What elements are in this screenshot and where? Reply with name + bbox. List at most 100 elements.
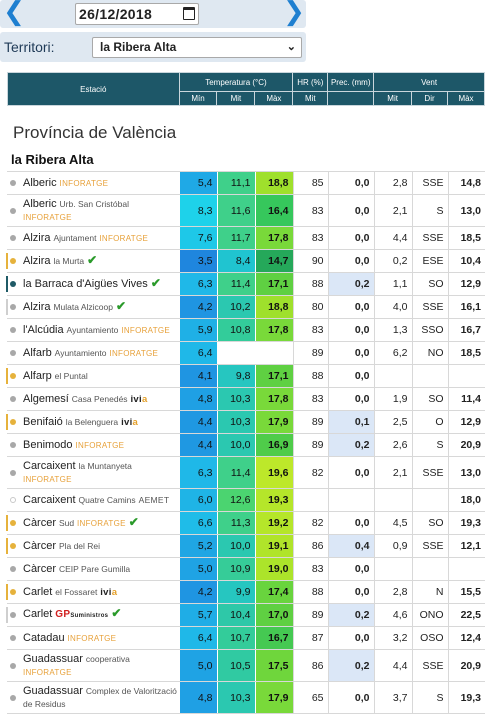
station-name[interactable]: Alfarb (23, 346, 52, 359)
station-name[interactable]: Carlet (23, 608, 53, 620)
date-navigator: ❮ 26/12/2018 ❯ (0, 0, 306, 28)
station-name[interactable]: Benifaió (23, 415, 63, 428)
temp-mit-cell: 9,9 (216, 580, 255, 604)
station-cell[interactable]: Guadassuar Complex de Valorització de Re… (7, 681, 179, 714)
wind-dir-cell: SSE (411, 295, 448, 319)
station-name[interactable]: Càrcer (23, 517, 57, 529)
wind-max-cell: 16,1 (447, 295, 485, 319)
station-cell[interactable]: Alfarb Ayuntamiento INFORATGE (7, 341, 179, 365)
station-cell[interactable]: Benimodo INFORATGE (7, 433, 179, 457)
hr-cell: 86 (292, 649, 328, 682)
header-vent[interactable]: Vent (373, 72, 485, 92)
temp-min-cell: 8,3 (178, 194, 217, 227)
station-name[interactable]: l'Alcúdia (23, 323, 64, 336)
network-logo-inforatge: INFORATGE (67, 633, 117, 643)
hr-cell: 82 (292, 456, 328, 489)
header-vent-mit[interactable]: Mit (373, 91, 413, 106)
station-name[interactable]: Càrcer (23, 539, 57, 552)
table-row: Carcaixent Quatre Camins AEMET 6,0 12,6 19,… (7, 488, 485, 512)
check-icon: ✔ (115, 299, 127, 313)
chevron-left-icon[interactable]: ❮ (3, 0, 25, 27)
table-row: Alzira Ajuntament INFORATGE 7,6 11,7 17,8 83… (7, 226, 485, 250)
wind-max-cell: 22,5 (447, 603, 485, 627)
station-cell[interactable]: Alzira la Murta ✔ (6, 249, 179, 273)
station-name[interactable]: Catadau (23, 631, 65, 644)
wind-mit-cell: 4,5 (373, 511, 412, 535)
station-cell[interactable]: Alfarp el Puntal (6, 364, 179, 388)
temp-mit-cell: 10,7 (216, 626, 255, 650)
station-name[interactable]: Càrcer (23, 562, 57, 575)
station-cell[interactable]: Càrcer CEIP Pare Gumilla (7, 557, 179, 581)
station-cell[interactable]: Alberic INFORATGE (7, 171, 179, 195)
station-cell[interactable]: Carcaixent la Muntanyeta INFORATGE (7, 456, 179, 489)
station-cell[interactable]: Carcaixent Quatre Camins AEMET (7, 488, 179, 512)
header-hr-mit[interactable]: Mit (292, 91, 329, 106)
header-temp-min[interactable]: Mín (178, 91, 218, 106)
temp-min-cell: 6,0 (178, 488, 217, 512)
station-cell[interactable]: Càrcer Pla del Rei (6, 534, 179, 558)
station-name[interactable]: Algemesí (23, 392, 69, 405)
station-name[interactable]: Alberic (23, 197, 57, 210)
territory-select[interactable]: la Ribera Alta ⌄ (92, 37, 302, 58)
station-cell[interactable]: Algemesí Casa Penedés ivia (7, 387, 179, 411)
temp-mit-cell: 10,0 (216, 433, 255, 457)
wind-mit-cell: 1,1 (373, 272, 412, 296)
prec-cell: 0,0 (327, 226, 374, 250)
header-temp-mit[interactable]: Mit (216, 91, 256, 106)
prec-cell: 0,1 (327, 410, 374, 434)
station-name[interactable]: Alzira (23, 255, 51, 267)
status-dot-icon (10, 662, 16, 669)
station-cell[interactable]: Càrcer Sud INFORATGE ✔ (6, 511, 179, 535)
station-cell[interactable]: Guadassuar cooperativa INFORATGE (7, 649, 179, 682)
header-estacio[interactable]: Estació (7, 72, 180, 106)
wind-dir-cell: SO (411, 387, 448, 411)
station-name[interactable]: Alzira (23, 301, 51, 313)
temp-min-cell: 4,1 (178, 364, 217, 388)
station-name[interactable]: Alfarp (23, 369, 52, 382)
station-name[interactable]: Guadassuar (23, 652, 83, 665)
calendar-icon[interactable] (183, 7, 195, 20)
header-temp-max[interactable]: Màx (254, 91, 294, 106)
temp-mit-cell: 10,3 (216, 410, 255, 434)
station-name[interactable]: Carcaixent (23, 493, 76, 506)
temp-mit-cell: 10,4 (216, 603, 255, 627)
header-vent-max[interactable]: Màx (447, 91, 485, 106)
chevron-right-icon[interactable]: ❯ (283, 0, 305, 27)
station-cell[interactable]: Carlet el Fossaret ivia (6, 580, 179, 604)
station-cell[interactable]: l'Alcúdia Ayuntamiento INFORATGE (7, 318, 179, 342)
prec-cell (327, 488, 374, 512)
temp-mit-cell: 11,4 (216, 272, 255, 296)
header-temperatura[interactable]: Temperatura (°C) (178, 72, 294, 92)
station-name[interactable]: Benimodo (23, 438, 73, 451)
station-cell[interactable]: la Barraca d'Aigües Vives ✔ (6, 272, 179, 296)
station-cell[interactable]: Catadau INFORATGE (7, 626, 179, 650)
temp-max-cell: 19,1 (254, 534, 293, 558)
date-input[interactable]: 26/12/2018 (75, 3, 199, 25)
hr-cell: 86 (292, 534, 328, 558)
wind-dir-cell: S (411, 681, 448, 714)
station-cell[interactable]: Alzira Mulata Alzicoop ✔ (6, 295, 179, 319)
station-name[interactable]: Alzira (23, 231, 51, 244)
wind-dir-cell: SSE (411, 171, 448, 195)
station-name[interactable]: Carcaixent (23, 459, 76, 472)
header-prec[interactable]: Prec. (mm) (327, 72, 375, 92)
station-name[interactable]: Carlet (23, 585, 53, 598)
wind-dir-cell: SSE (411, 534, 448, 558)
temp-min-cell: 6,3 (178, 456, 217, 489)
header-hr[interactable]: HR (%) (292, 72, 329, 92)
station-name[interactable]: Guadassuar (23, 684, 83, 697)
row-marker (6, 538, 8, 554)
station-name[interactable]: Alberic (23, 176, 57, 189)
hr-cell: 82 (292, 511, 328, 535)
station-cell[interactable]: Alzira Ajuntament INFORATGE (7, 226, 179, 250)
station-cell[interactable]: Carlet GPSuministros ✔ (6, 603, 179, 627)
station-cell[interactable]: Benifaió la Belenguera ivia (6, 410, 179, 434)
station-name[interactable]: la Barraca d'Aigües Vives (23, 278, 148, 290)
status-dot-icon (10, 635, 16, 641)
network-logo-aemet: AEMET (138, 494, 170, 505)
date-value: 26/12/2018 (79, 6, 153, 22)
station-cell[interactable]: Alberic Urb. San Cristóbal INFORATGE (7, 194, 179, 227)
network-logo-inforatge: INFORATGE (23, 474, 72, 484)
header-vent-dir[interactable]: Dir (411, 91, 448, 106)
wind-dir-cell (411, 557, 448, 581)
